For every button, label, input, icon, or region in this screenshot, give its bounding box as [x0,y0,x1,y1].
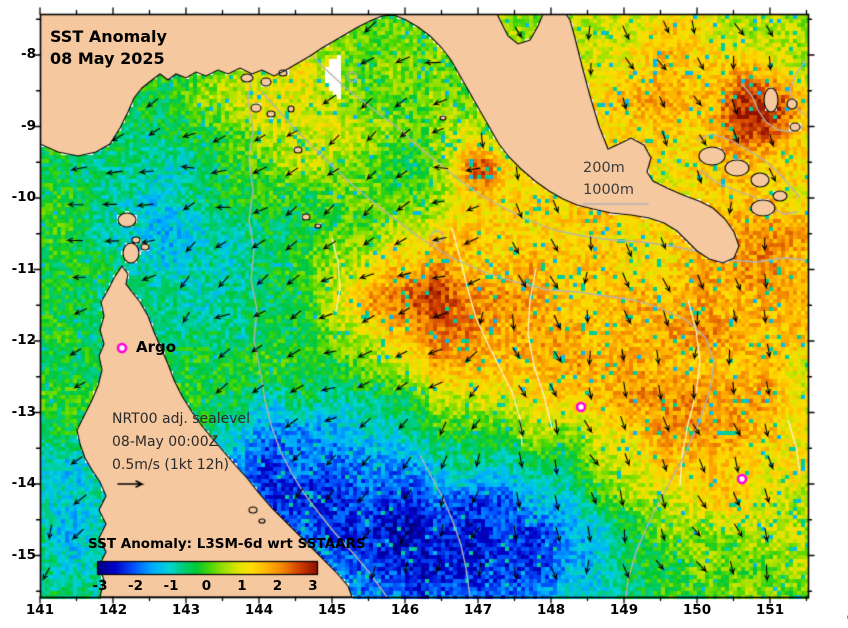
y-tick-label: -8 [21,46,36,62]
colorbar-tick-label: -3 [92,578,108,594]
y-tick-label: -14 [11,475,36,491]
y-tick-label: -10 [11,189,36,205]
x-tick-label: 141 [25,602,55,618]
x-tick-label: 149 [609,602,639,618]
x-tick-label: 142 [98,602,128,618]
x-tick-label: 148 [536,602,566,618]
x-tick-label: 145 [317,602,347,618]
x-tick-label: 144 [244,602,274,618]
colorbar-tick-label: 2 [272,578,283,594]
current-vector-annotation: NRT00 adj. sealevel 08-May 00:00Z 0.5m/s… [112,408,250,477]
x-tick-label: 151 [755,602,785,618]
colorbar-tick-label: 3 [308,578,318,594]
x-tick-label: 146 [390,602,420,618]
depth-contour-legend: 200m 1000m [583,157,634,201]
y-tick-label: -15 [11,546,36,563]
x-tick-label: 143 [171,602,201,618]
x-tick-label: 147 [463,602,493,618]
depth-1000m-label: 1000m [583,182,635,198]
argo-float-label: Argo [136,338,177,356]
colorbar-tick-label: -1 [163,578,179,594]
depth-200m-label: 200m [583,160,625,176]
map-title-line2: 08 May 2025 [50,49,165,68]
y-tick-label: -9 [21,117,36,134]
y-tick-label: -13 [11,403,36,420]
annotation-line3: 0.5m/s (1kt 12h) [112,457,229,473]
x-tick-label: 150 [682,602,712,618]
map-title-line1: SST Anomaly [50,27,167,46]
colorbar-tick-label: -2 [128,578,143,594]
map-title: SST Anomaly 08 May 2025 [50,26,167,70]
colorbar-tick-label: 0 [201,578,212,594]
annotation-line2: 08-May 00:00Z [112,434,219,450]
y-tick-label: -12 [11,332,36,348]
y-tick-label: -11 [11,260,36,277]
colorbar-tick-label: 1 [237,578,247,594]
annotation-line1: NRT00 adj. sealevel [112,411,251,427]
colorbar-title: SST Anomaly: L3SM-6d wrt SSTAARS [88,536,366,552]
